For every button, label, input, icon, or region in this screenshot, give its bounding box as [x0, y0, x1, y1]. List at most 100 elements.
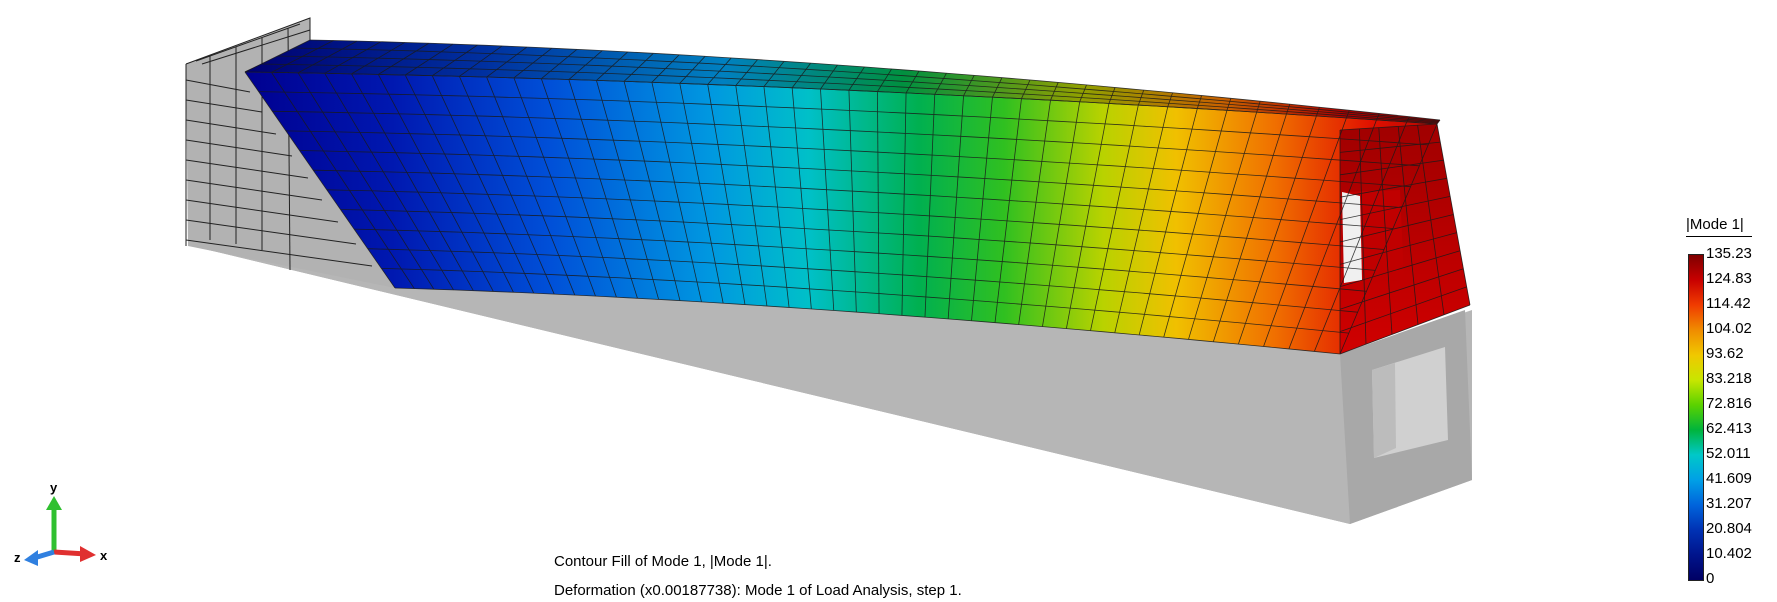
mesh-line [901, 92, 907, 316]
deformed-end-opening-inner [1342, 192, 1362, 283]
legend-label: 93.62 [1706, 345, 1744, 362]
mesh-line [1212, 113, 1287, 342]
legend-label: 0 [1706, 570, 1715, 587]
legend-label: 41.609 [1706, 470, 1752, 487]
mesh-line [431, 75, 535, 294]
mesh-line [244, 71, 1438, 125]
mesh-line [513, 77, 596, 297]
contour-caption: Contour Fill of Mode 1, |Mode 1|. [554, 553, 772, 570]
mesh-line [1090, 105, 1139, 331]
legend-label: 104.02 [1706, 320, 1752, 337]
mesh-line [261, 63, 1438, 124]
mesh-line [277, 55, 1439, 123]
mesh-line [377, 74, 494, 292]
mesh-line [459, 76, 555, 295]
undeformed-end-opening-inner [1372, 363, 1396, 458]
mesh-line [258, 91, 1429, 146]
deformed-side-face [245, 72, 1470, 354]
mesh-line [1339, 141, 1441, 153]
legend-label: 52.011 [1706, 445, 1751, 462]
mesh-line [1042, 101, 1081, 327]
mesh-line [735, 85, 768, 307]
undeformed-beam [186, 18, 1472, 524]
left-mesh-region [185, 17, 373, 271]
mesh-line [947, 95, 964, 319]
mesh-line [1417, 125, 1445, 315]
mesh-line [1378, 127, 1393, 335]
mesh-line [1288, 119, 1377, 350]
mesh-line [707, 84, 746, 305]
mesh-line [1138, 108, 1198, 336]
axes-triad: y x z [8, 480, 118, 570]
legend-label: 72.816 [1706, 395, 1752, 412]
mesh-line [763, 86, 790, 308]
z-axis-head [24, 550, 38, 566]
legend-label: 31.207 [1706, 495, 1752, 512]
legend-label: 114.42 [1706, 295, 1751, 312]
mesh-line [1397, 126, 1419, 325]
legend-label: 62.413 [1706, 420, 1752, 437]
mesh-line [293, 47, 1440, 122]
legend-label: 135.23 [1706, 245, 1752, 262]
mesh-line [820, 88, 835, 311]
mesh-line [285, 130, 1411, 188]
mesh-line [971, 97, 993, 321]
mesh-line [326, 189, 1385, 250]
mesh-line [324, 73, 454, 291]
mesh-line [1339, 214, 1454, 243]
mesh-line [244, 71, 396, 289]
mesh-line [1339, 286, 1467, 332]
mesh-line [596, 80, 660, 300]
deformed-end-face [1340, 124, 1470, 354]
mesh-line [1237, 115, 1317, 345]
legend-label: 20.804 [1706, 520, 1752, 537]
legend-label: 10.402 [1706, 545, 1752, 562]
mesh-line [848, 90, 857, 313]
mesh-line [1066, 103, 1110, 329]
deformed-top-face [245, 40, 1440, 124]
x-axis-head [80, 546, 96, 562]
mesh-line [1339, 196, 1451, 220]
z-axis-label: z [14, 550, 21, 565]
mesh-line [367, 248, 1358, 313]
mesh-line [1339, 159, 1444, 176]
mesh-line [313, 169, 1393, 229]
mesh-line [924, 94, 936, 318]
mesh-line [1359, 128, 1367, 345]
mesh-line [340, 209, 1376, 271]
mesh-line [994, 98, 1022, 323]
deformation-caption: Deformation (x0.00187738): Mode 1 of Loa… [554, 582, 962, 599]
mesh-line [1114, 106, 1169, 333]
legend-title-underline [1686, 236, 1752, 237]
mesh-line [309, 39, 1441, 121]
mesh-line [271, 72, 415, 289]
mesh-line [381, 268, 1349, 334]
mesh-line [1188, 112, 1258, 340]
legend-title: |Mode 1| [1686, 216, 1744, 233]
undeformed-bottom-face [188, 245, 1472, 524]
legend-label: 83.218 [1706, 370, 1752, 387]
mesh-line [1339, 232, 1457, 265]
mesh-line [354, 228, 1367, 292]
mesh-line [877, 91, 880, 314]
mesh-line [1018, 100, 1051, 325]
mesh-line [299, 150, 1402, 208]
mesh-line [1339, 250, 1461, 288]
mesh-line [1339, 268, 1464, 310]
mesh-line [679, 83, 724, 304]
mesh-line [486, 76, 576, 296]
mesh-line [394, 287, 1341, 355]
deformed-mesh [244, 39, 1471, 355]
undeformed-left-end [186, 18, 395, 288]
mesh-line [1163, 110, 1228, 338]
legend-label: 124.83 [1706, 270, 1752, 287]
mesh-line [1339, 123, 1438, 355]
mesh-line [1436, 123, 1471, 306]
mesh-line [1263, 117, 1347, 347]
mesh-line [1339, 123, 1438, 131]
mesh-line [568, 79, 638, 299]
mesh-line [1339, 304, 1471, 355]
y-axis-label: y [50, 480, 58, 495]
